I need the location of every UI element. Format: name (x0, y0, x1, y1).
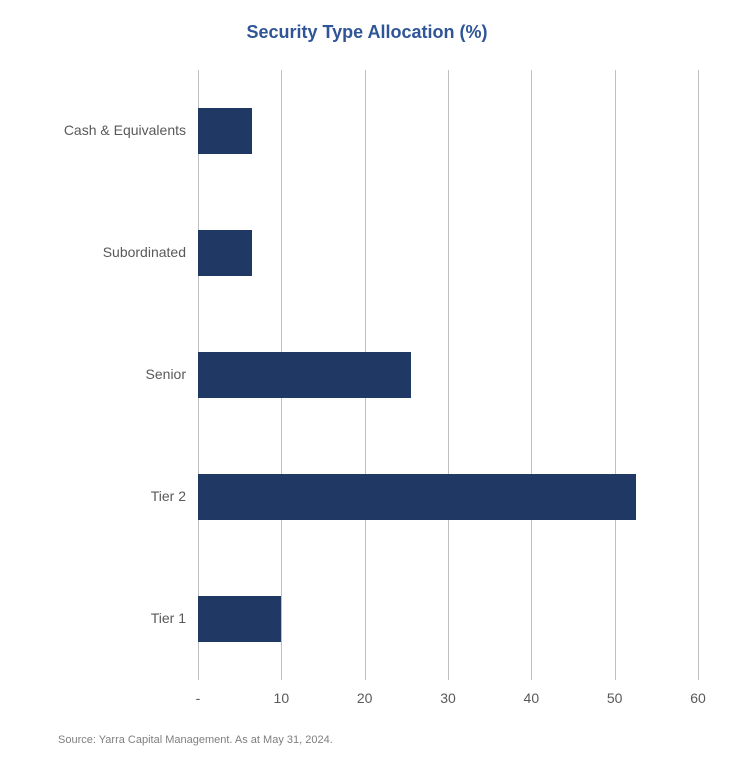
x-axis-label: 50 (607, 690, 623, 706)
bar (198, 596, 281, 642)
x-axis-label: 60 (690, 690, 706, 706)
y-axis-label: Tier 1 (6, 610, 186, 626)
allocation-chart: Security Type Allocation (%) -1020304050… (0, 0, 734, 769)
x-axis-label: 20 (357, 690, 373, 706)
gridline (698, 70, 699, 680)
bar (198, 352, 411, 398)
y-axis-label: Senior (6, 366, 186, 382)
chart-title: Security Type Allocation (%) (0, 22, 734, 43)
gridline (531, 70, 532, 680)
y-axis-label: Tier 2 (6, 488, 186, 504)
x-axis-label: 30 (440, 690, 456, 706)
bar (198, 474, 636, 520)
y-axis-label: Cash & Equivalents (6, 122, 186, 138)
x-axis-label: 40 (524, 690, 540, 706)
chart-plot-area: -102030405060Cash & EquivalentsSubordina… (198, 70, 698, 680)
bar (198, 230, 252, 276)
gridline (448, 70, 449, 680)
x-axis-label: 10 (274, 690, 290, 706)
gridline (615, 70, 616, 680)
bar (198, 108, 252, 154)
x-axis-label: - (196, 690, 201, 706)
chart-source-note: Source: Yarra Capital Management. As at … (58, 734, 333, 746)
y-axis-label: Subordinated (6, 244, 186, 260)
